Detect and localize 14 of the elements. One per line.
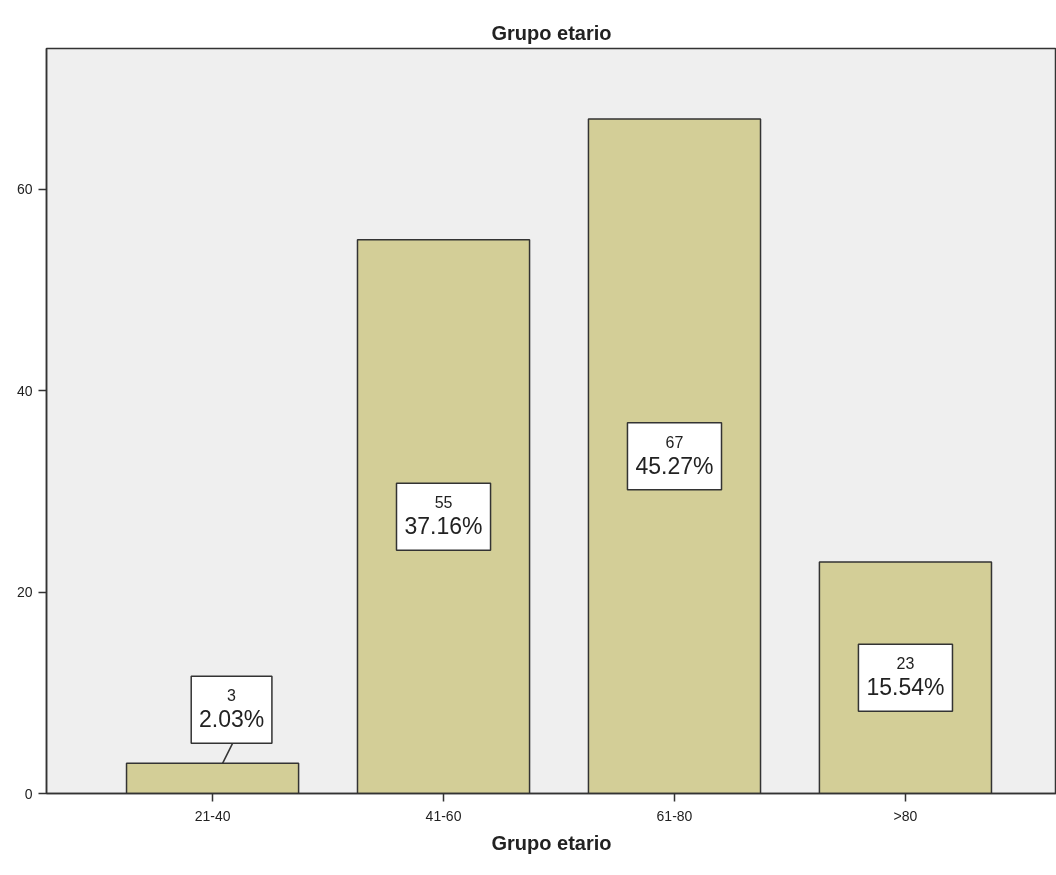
data-label: 67 45.27% xyxy=(635,433,714,479)
x-tick-label: >80 xyxy=(893,807,918,824)
x-tick-label: 61-80 xyxy=(656,807,693,824)
x-tick-label: 21-40 xyxy=(194,807,231,824)
data-label: 3 2.03% xyxy=(198,687,265,733)
x-axis-title: Grupo etario xyxy=(491,831,612,854)
data-label: 23 15.54% xyxy=(866,655,945,701)
y-tick-label: 0 xyxy=(24,785,33,802)
x-tick-label: 41-60 xyxy=(425,807,462,824)
y-tick-label: 60 xyxy=(16,181,33,198)
y-tick-label: 40 xyxy=(16,382,33,399)
y-tick-label: 20 xyxy=(16,584,33,601)
data-label: 55 37.16% xyxy=(404,494,483,540)
chart-title: Grupo etario xyxy=(491,21,612,44)
